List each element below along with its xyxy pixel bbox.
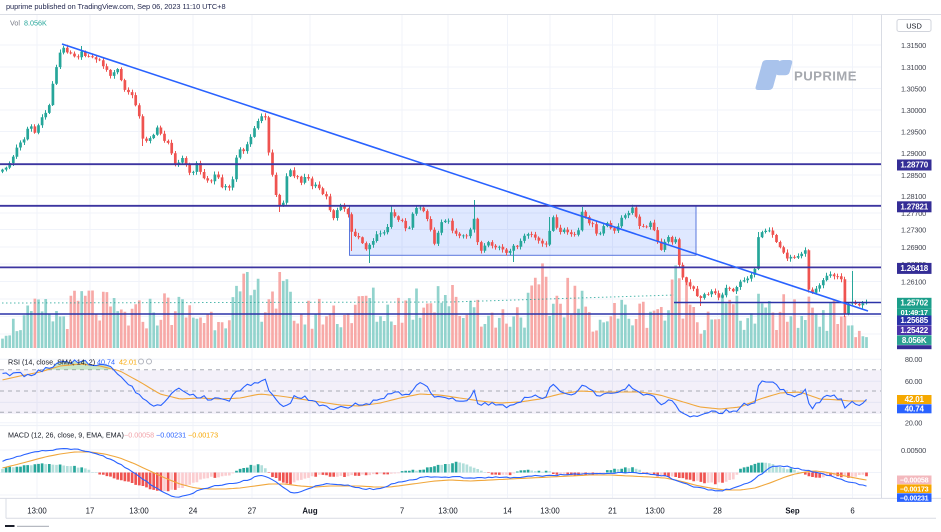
svg-text:1.26100: 1.26100 [901,277,926,286]
svg-text:13:00: 13:00 [645,507,665,516]
svg-text:1.26418: 1.26418 [900,264,928,273]
svg-text:40.74: 40.74 [97,358,115,367]
svg-text:1.26900: 1.26900 [901,243,926,252]
svg-text:20.00: 20.00 [905,419,922,428]
svg-text:1.27300: 1.27300 [901,225,926,234]
svg-text:Vol: Vol [10,19,20,28]
svg-text:1.29000: 1.29000 [901,149,926,158]
svg-text:42.01: 42.01 [905,395,925,404]
svg-text:80.00: 80.00 [905,355,922,364]
svg-text:0.00500: 0.00500 [901,446,926,455]
svg-text:13:00: 13:00 [129,507,149,516]
svg-text:1.27700: 1.27700 [901,209,926,218]
svg-text:60.00: 60.00 [905,377,922,386]
svg-text:14: 14 [503,507,512,516]
svg-text:17: 17 [86,507,95,516]
svg-text:13:00: 13:00 [438,507,458,516]
svg-text:PUPRIME: PUPRIME [794,69,857,84]
svg-text:40.74: 40.74 [905,405,925,414]
svg-text:01:49:17: 01:49:17 [901,308,928,317]
svg-text:6: 6 [850,507,854,516]
svg-text:1.25422: 1.25422 [900,326,928,335]
svg-text:Sep: Sep [785,507,800,516]
svg-text:1.30500: 1.30500 [901,84,926,93]
svg-text:1.27821: 1.27821 [900,203,928,212]
svg-text:27: 27 [248,507,257,516]
svg-text:−0.00173: −0.00173 [900,484,929,493]
svg-text:1.25702: 1.25702 [900,299,928,308]
svg-text:13:00: 13:00 [27,507,47,516]
svg-text:−0.00231: −0.00231 [900,493,929,502]
svg-text:1.28100: 1.28100 [901,192,926,201]
svg-text:8.056K: 8.056K [24,19,47,28]
svg-text:24: 24 [189,507,198,516]
svg-text:puprime published on TradingVi: puprime published on TradingView.com, Se… [6,2,226,11]
svg-text:1.31500: 1.31500 [901,41,926,50]
svg-text:7: 7 [400,507,404,516]
svg-text:1.30000: 1.30000 [901,106,926,115]
svg-text:8.056K: 8.056K [902,336,927,345]
svg-text:USD: USD [906,21,922,30]
svg-text:RSI (14, close, SMA, 14, 2): RSI (14, close, SMA, 14, 2) [8,358,95,367]
svg-text:Aug: Aug [302,507,317,516]
svg-text:13:00: 13:00 [540,507,560,516]
svg-text:−0.00058: −0.00058 [124,431,154,440]
svg-text:1.29500: 1.29500 [901,127,926,136]
svg-text:1.28500: 1.28500 [901,171,926,180]
svg-text:−0.00173: −0.00173 [188,431,218,440]
svg-text:1.25685: 1.25685 [900,316,928,325]
svg-text:21: 21 [608,507,617,516]
svg-text:−0.00231: −0.00231 [156,431,186,440]
svg-text:−0.00058: −0.00058 [900,476,929,485]
svg-text:MACD (12, 26, close, 9, EMA, E: MACD (12, 26, close, 9, EMA, EMA) [8,431,124,440]
svg-text:1.31000: 1.31000 [901,63,926,72]
svg-text:28: 28 [713,507,722,516]
svg-text:42.01: 42.01 [119,358,137,367]
svg-text:1.28770: 1.28770 [900,161,928,170]
